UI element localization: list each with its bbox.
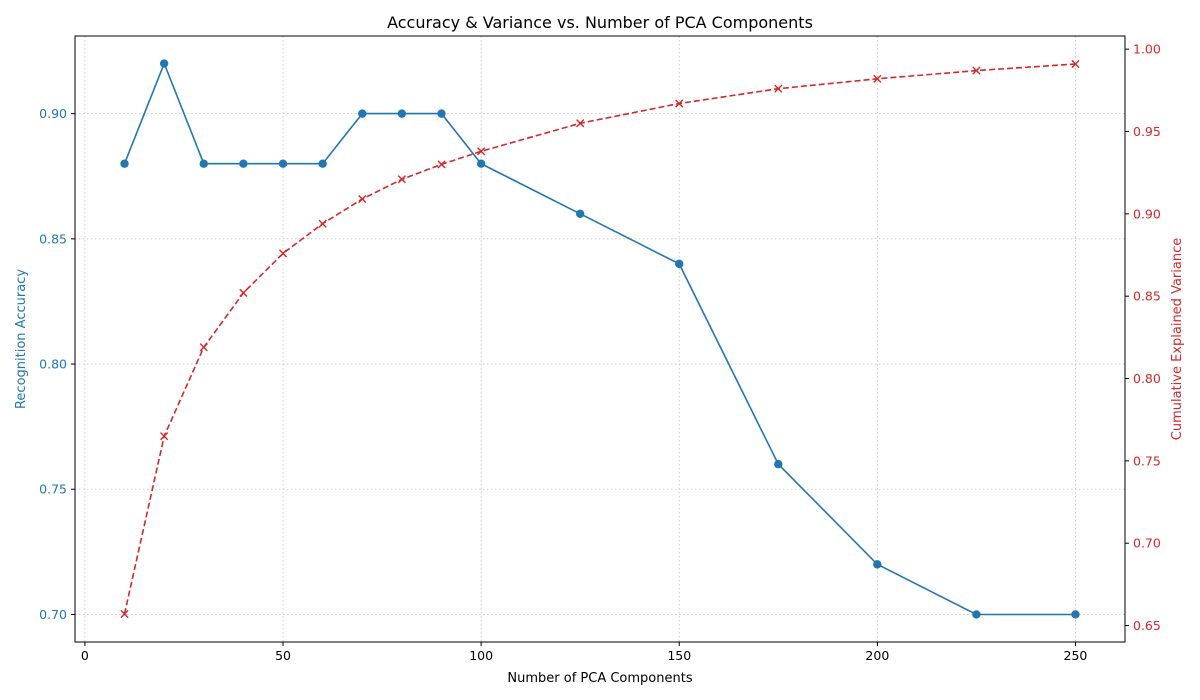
right-y-tick-label: 1.00 xyxy=(1133,42,1161,57)
x-tick-label: 50 xyxy=(275,648,291,663)
x-tick-label: 0 xyxy=(81,648,89,663)
right-y-tick-label: 0.65 xyxy=(1133,618,1161,633)
accuracy-data-point xyxy=(358,109,367,118)
x-tick-label: 250 xyxy=(1064,648,1088,663)
variance-data-point xyxy=(239,288,248,297)
left-y-axis: 0.70 0.75 0.80 0.85 0.90 xyxy=(39,106,75,622)
accuracy-data-point xyxy=(437,109,446,118)
accuracy-data-point xyxy=(774,460,783,469)
x-axis: 0 50 100 150 200 250 xyxy=(81,642,1088,663)
x-tick-label: 100 xyxy=(469,648,493,663)
left-y-tick-label: 0.80 xyxy=(39,357,67,372)
chart-title: Accuracy & Variance vs. Number of PCA Co… xyxy=(387,13,813,32)
right-y-tick-label: 0.85 xyxy=(1133,289,1161,304)
accuracy-data-point xyxy=(239,159,248,168)
accuracy-data-point xyxy=(972,610,981,619)
left-y-tick-label: 0.70 xyxy=(39,607,67,622)
right-y-axis: 0.65 0.70 0.75 0.80 0.85 0.90 0.95 1.00 xyxy=(1125,42,1161,633)
variance-data-point xyxy=(675,99,684,108)
accuracy-data-point xyxy=(575,209,585,218)
right-y-tick-label: 0.90 xyxy=(1133,206,1161,221)
right-y-tick-label: 0.95 xyxy=(1133,124,1161,139)
accuracy-data-point xyxy=(159,59,169,68)
variance-data-point xyxy=(972,66,981,75)
x-tick-label: 200 xyxy=(865,648,889,663)
left-y-tick-label: 0.85 xyxy=(39,231,67,246)
variance-data-point xyxy=(397,175,406,184)
variance-data-point xyxy=(358,194,367,204)
accuracy-data-point xyxy=(873,560,882,569)
accuracy-data-point xyxy=(318,159,327,168)
variance-data-point xyxy=(1071,59,1080,69)
right-y-tick-label: 0.80 xyxy=(1133,371,1161,386)
variance-data-point xyxy=(774,84,783,93)
accuracy-series-line xyxy=(123,61,1076,616)
left-y-tick-label: 0.75 xyxy=(39,482,67,497)
variance-series-line xyxy=(123,63,1076,615)
right-y-tick-label: 0.70 xyxy=(1133,536,1161,551)
variance-data-point xyxy=(318,219,327,228)
right-y-axis-label: Cumulative Explained Variance xyxy=(1170,238,1185,440)
grid-layer xyxy=(75,36,1125,642)
accuracy-data-point xyxy=(397,109,407,118)
accuracy-data-point xyxy=(199,159,208,168)
left-y-tick-label: 0.90 xyxy=(39,106,67,121)
accuracy-data-point xyxy=(476,159,486,168)
left-y-axis-label: Recognition Accuracy xyxy=(14,269,29,409)
variance-data-point xyxy=(437,160,446,169)
right-y-tick-label: 0.75 xyxy=(1133,453,1161,468)
variance-data-point xyxy=(160,432,169,441)
x-axis-label: Number of PCA Components xyxy=(507,671,692,686)
accuracy-data-point xyxy=(1071,610,1080,619)
variance-data-point xyxy=(873,74,882,83)
variance-data-point xyxy=(199,343,208,352)
variance-data-point xyxy=(477,147,486,156)
plot-frame xyxy=(74,35,1126,643)
x-tick-label: 150 xyxy=(667,648,691,663)
variance-data-point xyxy=(278,249,288,258)
variance-data-point xyxy=(120,609,129,619)
accuracy-data-point xyxy=(120,159,129,168)
series-layer xyxy=(120,59,1080,619)
accuracy-data-point xyxy=(675,259,684,269)
variance-data-point xyxy=(576,119,585,128)
accuracy-data-point xyxy=(278,159,288,168)
